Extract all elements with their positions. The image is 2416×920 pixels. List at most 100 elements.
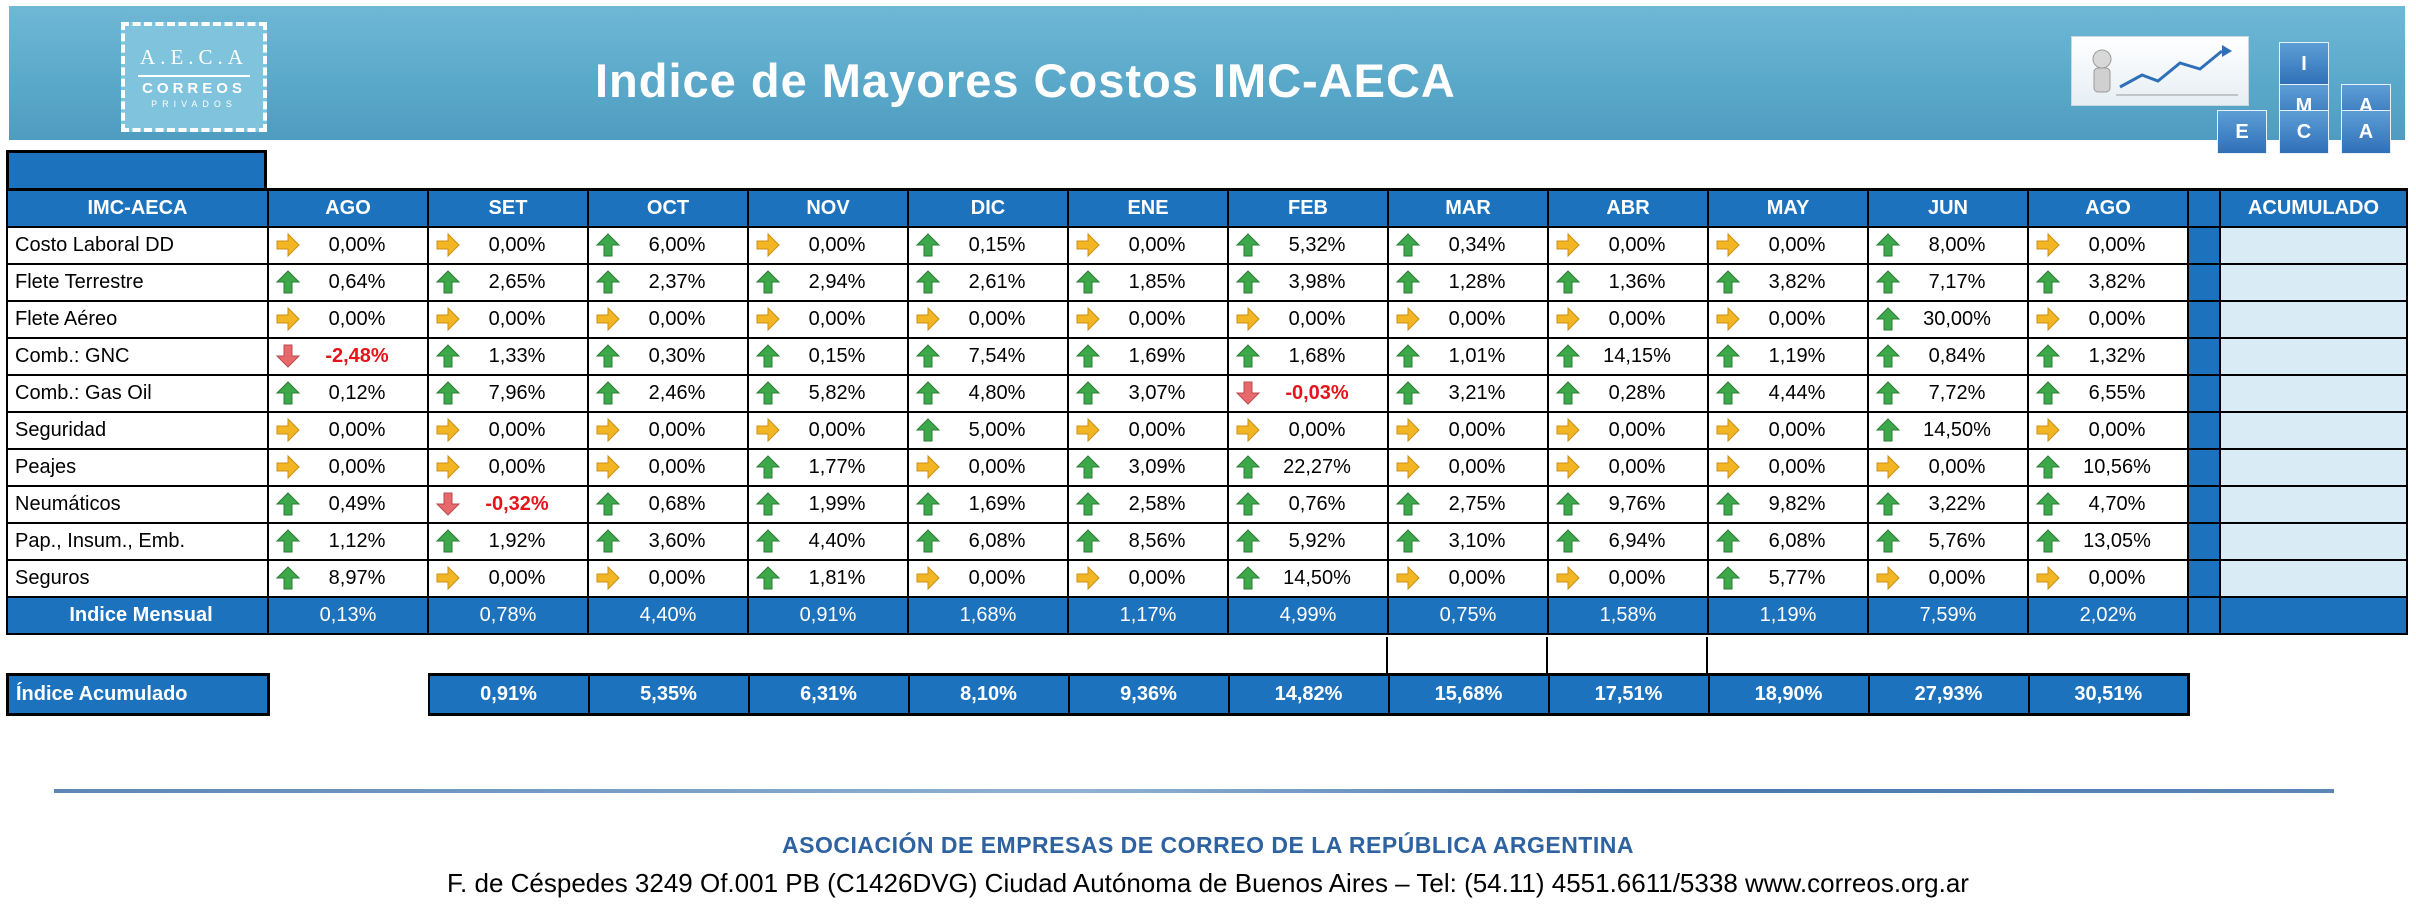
arrow-right-icon (435, 232, 461, 258)
cell-value: 10,56% (2083, 455, 2151, 478)
cell-value: 1,81% (808, 566, 866, 589)
column-header-imc-aeca: IMC-AECA (6, 188, 269, 228)
column-header-month: MAR (1387, 188, 1549, 228)
value-cell: 6,55% (2027, 373, 2189, 413)
arrow-up-icon (915, 491, 941, 517)
cell-value: 14,50% (1923, 418, 1991, 441)
arrow-right-icon (755, 306, 781, 332)
value-cell: 4,44% (1707, 373, 1869, 413)
cell-value: 0,00% (968, 566, 1026, 589)
acumulado-cell (2219, 558, 2408, 598)
column-divider (1386, 637, 1388, 673)
cell-value: 0,00% (1608, 307, 1666, 330)
arrow-right-icon (1075, 306, 1101, 332)
imc-aeca-logo: I M A E C A (2071, 24, 2395, 154)
cell-value: 0,00% (1608, 233, 1666, 256)
acumulado-cell (2219, 595, 2408, 635)
value-cell: 0,00% (2027, 225, 2189, 265)
value-cell: 0,00% (1067, 299, 1229, 339)
cell-value: 2,75% (1448, 492, 1506, 515)
arrow-right-icon (1075, 232, 1101, 258)
arrow-up-icon (2035, 269, 2061, 295)
indice-mensual-value: 1,17% (1067, 595, 1229, 635)
arrow-right-icon (755, 232, 781, 258)
indice-acumulado-value: 27,93% (1867, 673, 2029, 716)
arrow-up-icon (1555, 343, 1581, 369)
value-cell: 0,00% (1547, 558, 1709, 598)
acumulado-cell (2219, 410, 2408, 450)
arrow-up-icon (275, 528, 301, 554)
logo-text-privados: PRIVADOS (151, 99, 237, 109)
value-cell: 0,00% (1547, 447, 1709, 487)
cell-value: 0,00% (488, 566, 546, 589)
arrow-up-icon (1395, 269, 1421, 295)
indice-mensual-value: 0,91% (747, 595, 909, 635)
arrow-up-icon (1875, 343, 1901, 369)
arrow-up-icon (1875, 232, 1901, 258)
cell-value: 4,40% (808, 529, 866, 552)
cell-value: 0,00% (808, 307, 866, 330)
table-row: Comb.: GNC -2,48% 1,33% 0,30% 0,15% 7,54% 1,69… (6, 336, 2408, 376)
cell-value: 0,00% (1128, 566, 1186, 589)
value-cell: 0,00% (1867, 447, 2029, 487)
table-row: Pap., Insum., Emb. 1,12% 1,92% 3,60% 4,40% 6,… (6, 521, 2408, 561)
cell-value: 9,82% (1768, 492, 1826, 515)
value-cell: 3,10% (1387, 521, 1549, 561)
cell-value: 0,15% (968, 233, 1026, 256)
row-spacer (2187, 447, 2221, 487)
value-cell: 14,15% (1547, 336, 1709, 376)
arrow-down-icon (275, 343, 301, 369)
cell-value: 1,36% (1608, 270, 1666, 293)
cell-value: 0,00% (1128, 307, 1186, 330)
cell-value: 0,76% (1288, 492, 1346, 515)
indice-mensual-label: Indice Mensual (6, 595, 269, 635)
cell-value: 0,00% (1608, 566, 1666, 589)
cell-value: 0,00% (1928, 566, 1986, 589)
arrow-right-icon (915, 306, 941, 332)
arrow-up-icon (1075, 491, 1101, 517)
value-cell: 1,69% (1067, 336, 1229, 376)
value-cell: 0,12% (267, 373, 429, 413)
column-header-month: ABR (1547, 188, 1709, 228)
footer-address: F. de Céspedes 3249 Of.001 PB (C1426DVG)… (447, 868, 1969, 898)
logo-letter-c: C (2279, 110, 2329, 154)
cell-value: 8,00% (1928, 233, 1986, 256)
acumulado-label: Índice Acumulado (6, 673, 270, 716)
value-cell: 6,08% (1707, 521, 1869, 561)
cell-value: 3,82% (1768, 270, 1826, 293)
acumulado-cell (2219, 521, 2408, 561)
arrow-up-icon (2035, 528, 2061, 554)
value-cell: 0,00% (1707, 225, 1869, 265)
value-cell: 2,75% (1387, 484, 1549, 524)
row-spacer (2187, 336, 2221, 376)
arrow-up-icon (435, 343, 461, 369)
value-cell: 0,00% (907, 558, 1069, 598)
value-cell: 5,92% (1227, 521, 1389, 561)
cell-value: -2,48% (325, 344, 389, 367)
row-label: Seguros (6, 558, 269, 598)
value-cell: 2,58% (1067, 484, 1229, 524)
indice-mensual-value: 4,99% (1227, 595, 1389, 635)
cell-value: 3,22% (1928, 492, 1986, 515)
arrow-up-icon (755, 565, 781, 591)
cell-value: 2,65% (488, 270, 546, 293)
cell-value: 1,85% (1128, 270, 1186, 293)
value-cell: 0,00% (1547, 410, 1709, 450)
value-cell: 0,00% (1387, 410, 1549, 450)
cell-value: 1,69% (968, 492, 1026, 515)
value-cell: 0,00% (1707, 447, 1869, 487)
arrow-up-icon (1235, 565, 1261, 591)
value-cell: 0,00% (1387, 558, 1549, 598)
value-cell: 0,00% (427, 447, 589, 487)
cell-value: 5,92% (1288, 529, 1346, 552)
arrow-up-icon (2035, 343, 2061, 369)
value-cell: 0,00% (267, 225, 429, 265)
column-spacer (2187, 188, 2221, 228)
cell-value: 3,82% (2088, 270, 2146, 293)
arrow-up-icon (1715, 343, 1741, 369)
footer-divider (54, 789, 2334, 793)
arrow-up-icon (915, 343, 941, 369)
row-spacer (2187, 410, 2221, 450)
arrow-up-icon (755, 343, 781, 369)
cell-value: 0,00% (1448, 566, 1506, 589)
